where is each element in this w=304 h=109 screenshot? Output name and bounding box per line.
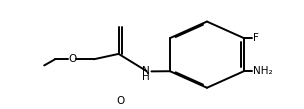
- Text: NH₂: NH₂: [253, 66, 273, 76]
- Text: H: H: [142, 72, 150, 82]
- Text: O: O: [116, 96, 124, 106]
- Text: N: N: [142, 66, 150, 77]
- Text: O: O: [68, 54, 76, 64]
- Text: F: F: [253, 33, 259, 43]
